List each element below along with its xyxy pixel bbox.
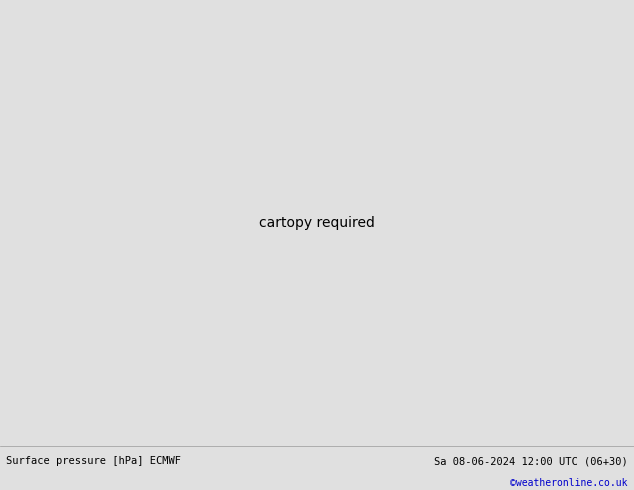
Text: cartopy required: cartopy required (259, 216, 375, 230)
Text: Sa 08-06-2024 12:00 UTC (06+30): Sa 08-06-2024 12:00 UTC (06+30) (434, 456, 628, 466)
Text: Surface pressure [hPa] ECMWF: Surface pressure [hPa] ECMWF (6, 456, 181, 466)
Text: ©weatheronline.co.uk: ©weatheronline.co.uk (510, 478, 628, 489)
